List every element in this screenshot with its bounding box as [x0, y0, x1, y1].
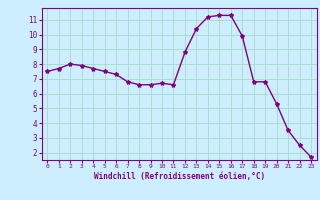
X-axis label: Windchill (Refroidissement éolien,°C): Windchill (Refroidissement éolien,°C) [94, 172, 265, 181]
